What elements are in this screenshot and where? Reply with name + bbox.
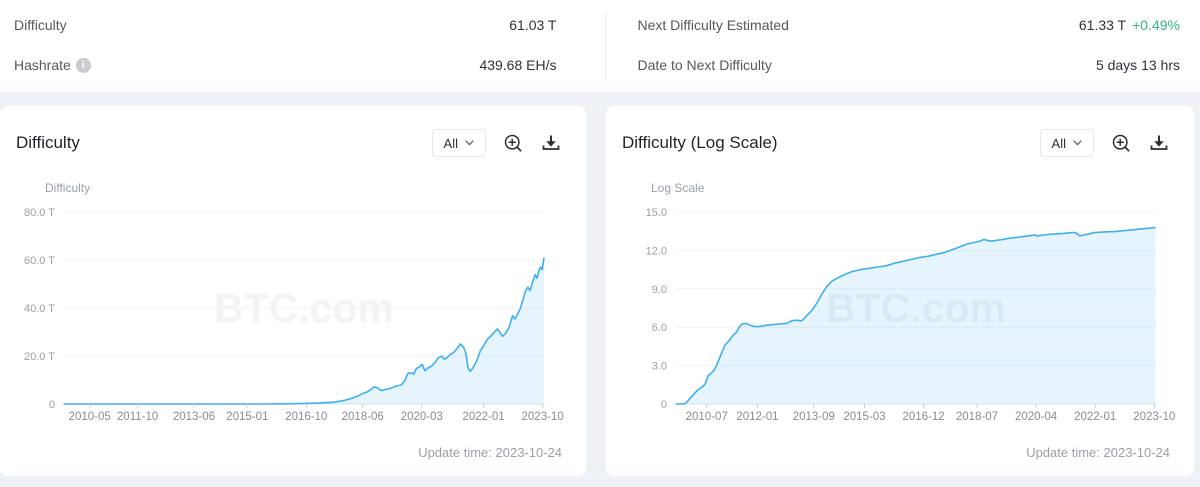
svg-text:2020-03: 2020-03 (401, 411, 443, 423)
date-to-next-value: 5 days 13 hrs (1095, 57, 1180, 73)
svg-text:2013-06: 2013-06 (173, 411, 215, 423)
stat-row-difficulty: Difficulty 61.03 T (14, 5, 557, 45)
svg-text:2022-01: 2022-01 (462, 411, 504, 423)
difficulty-chart-canvas[interactable]: Difficulty 80.0 T 60.0 T 40.0 T 20.0 T 0 BTC.c… (0, 166, 586, 434)
svg-text:2020-04: 2020-04 (1015, 411, 1058, 423)
next-difficulty-label: Next Difficulty Estimated (637, 17, 789, 33)
svg-text:Difficulty: Difficulty (45, 181, 90, 195)
svg-text:2018-07: 2018-07 (956, 411, 998, 423)
next-difficulty-value: 61.33 T (1078, 17, 1127, 33)
download-button[interactable] (540, 132, 562, 154)
svg-text:2012-01: 2012-01 (736, 411, 778, 423)
vertical-divider (604, 12, 606, 80)
zoom-in-button[interactable] (1110, 132, 1132, 154)
svg-text:2011-10: 2011-10 (117, 411, 158, 423)
difficulty-label: Difficulty (14, 17, 67, 33)
svg-text:60.0 T: 60.0 T (24, 255, 55, 267)
svg-text:2016-10: 2016-10 (285, 411, 327, 423)
svg-text:2013-09: 2013-09 (793, 411, 835, 423)
stats-bar: Difficulty 61.03 T Hashrate i 439.68 EH/… (0, 0, 1200, 92)
info-icon[interactable]: i (75, 57, 91, 73)
svg-text:BTC.com: BTC.com (214, 285, 394, 331)
svg-text:2023-10: 2023-10 (1133, 411, 1175, 423)
svg-text:2016-12: 2016-12 (902, 411, 944, 423)
difficulty-log-chart-canvas[interactable]: Log Scale 15.0 12.0 9.0 6.0 3.0 0 BTC.com 2010-0… (606, 166, 1194, 434)
zoom-in-button[interactable] (502, 132, 524, 154)
time-range-dropdown[interactable]: All (431, 129, 486, 157)
download-icon (542, 135, 560, 150)
svg-text:6.0: 6.0 (652, 322, 667, 334)
svg-text:2022-01: 2022-01 (1074, 411, 1116, 423)
chart-title-log-scale: Difficulty (Log Scale) (622, 133, 778, 152)
hashrate-value: 439.68 EH/s (479, 57, 557, 73)
svg-text:2018-06: 2018-06 (342, 411, 384, 423)
difficulty-value: 61.03 T (509, 17, 557, 33)
date-to-next-label: Date to Next Difficulty (637, 57, 772, 73)
zoom-in-icon (504, 134, 521, 151)
chart-title-difficulty: Difficulty (16, 133, 80, 152)
stat-row-next-difficulty: Next Difficulty Estimated 61.33 T +0.49% (638, 5, 1181, 45)
svg-text:2010-05: 2010-05 (69, 411, 111, 423)
download-icon (1150, 135, 1168, 150)
svg-text:40.0 T: 40.0 T (24, 303, 55, 315)
update-time: Update time: 2023-10-24 (418, 445, 562, 460)
download-button[interactable] (1148, 132, 1170, 154)
svg-text:20.0 T: 20.0 T (24, 351, 55, 363)
stats-col-right: Next Difficulty Estimated 61.33 T +0.49% … (606, 0, 1200, 92)
svg-text:2010-07: 2010-07 (686, 411, 728, 423)
hashrate-label: Hashrate (14, 57, 71, 73)
difficulty-card: Difficulty All (0, 106, 586, 476)
svg-text:Log Scale: Log Scale (651, 181, 705, 195)
time-range-value: All (1051, 135, 1066, 151)
chevron-down-icon (1073, 140, 1082, 146)
stats-col-left: Difficulty 61.03 T Hashrate i 439.68 EH/… (0, 0, 605, 92)
svg-text:12.0: 12.0 (646, 245, 667, 257)
zoom-in-icon (1112, 134, 1129, 151)
time-range-dropdown[interactable]: All (1039, 129, 1094, 157)
svg-text:0: 0 (661, 399, 667, 411)
svg-text:2023-10: 2023-10 (522, 411, 564, 423)
svg-text:80.0 T: 80.0 T (24, 207, 55, 219)
chevron-down-icon (465, 140, 474, 146)
stat-row-hashrate: Hashrate i 439.68 EH/s (14, 45, 557, 85)
difficulty-log-chart[interactable]: Log Scale 15.0 12.0 9.0 6.0 3.0 0 BTC.com 2010-0… (606, 166, 1194, 439)
svg-text:2015-03: 2015-03 (843, 411, 885, 423)
difficulty-chart[interactable]: Difficulty 80.0 T 60.0 T 40.0 T 20.0 T 0 BTC.c… (0, 166, 586, 439)
svg-text:BTC.com: BTC.com (826, 285, 1006, 331)
svg-text:0: 0 (49, 399, 55, 411)
stat-row-date-to-next: Date to Next Difficulty 5 days 13 hrs (638, 45, 1181, 85)
svg-text:9.0: 9.0 (652, 284, 667, 296)
next-difficulty-change: +0.49% (1132, 17, 1180, 33)
svg-text:3.0: 3.0 (652, 361, 667, 373)
update-time: Update time: 2023-10-24 (1026, 445, 1170, 460)
svg-text:2015-01: 2015-01 (226, 411, 268, 423)
svg-text:15.0: 15.0 (646, 207, 667, 219)
difficulty-log-card: Difficulty (Log Scale) All (606, 106, 1194, 476)
time-range-value: All (443, 135, 458, 151)
